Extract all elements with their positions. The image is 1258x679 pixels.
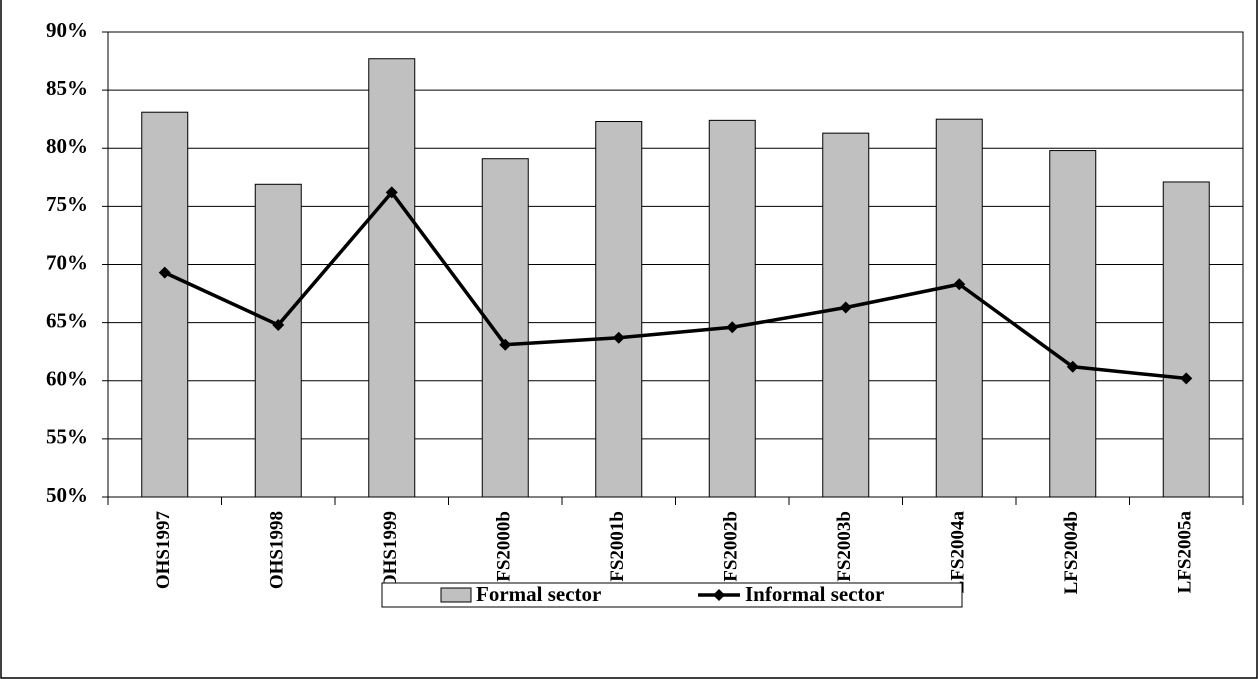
y-tick-label: 70% <box>46 250 88 274</box>
point-marker <box>499 338 512 351</box>
x-tick-label: OHS1997 <box>153 511 174 590</box>
legend-label: Formal sector <box>476 582 601 606</box>
y-tick-label: 55% <box>46 425 88 449</box>
point-marker <box>1066 360 1079 373</box>
bar <box>935 118 983 498</box>
x-tick-label: OHS1999 <box>380 511 401 589</box>
point-marker <box>839 301 852 314</box>
point-marker <box>272 318 285 331</box>
bar <box>822 132 870 498</box>
point-marker <box>158 266 171 279</box>
x-tick-label: OHS1998 <box>267 511 288 589</box>
bar <box>708 119 756 498</box>
x-tick-label: LFS2003b <box>834 511 855 594</box>
point-marker <box>1180 372 1193 385</box>
x-tick-label: LFS2005a <box>1175 511 1196 594</box>
legend: Formal sector Informal sector <box>381 582 963 608</box>
y-tick-label: 85% <box>46 76 88 100</box>
y-tick-label: 50% <box>46 483 88 507</box>
x-tick-label: LFS2002b <box>721 511 742 594</box>
point-marker <box>726 321 739 334</box>
point-marker <box>612 331 625 344</box>
y-tick-label: 90% <box>46 18 88 42</box>
x-tick-label: LFS2001b <box>607 511 628 594</box>
bar <box>1162 181 1210 498</box>
bar <box>141 111 189 498</box>
bar <box>481 158 529 498</box>
bar <box>254 183 302 498</box>
x-tick-label: LFS2000b <box>494 511 515 594</box>
bar <box>1049 150 1097 498</box>
y-tick-label: 65% <box>46 308 88 332</box>
y-tick-label: 60% <box>46 367 88 391</box>
legend-marker <box>713 589 725 601</box>
x-tick-label: LFS2004a <box>948 511 969 594</box>
y-tick-label: 75% <box>46 192 88 216</box>
legend-box <box>381 582 963 608</box>
bar <box>595 121 643 498</box>
y-tick-label: 80% <box>46 134 88 158</box>
point-marker <box>953 278 966 291</box>
line <box>164 190 1187 381</box>
bar <box>368 58 416 498</box>
legend-label: Informal sector <box>745 582 884 606</box>
x-tick-label: LFS2004b <box>1061 511 1082 594</box>
legend-swatch <box>440 587 472 603</box>
point-marker <box>385 186 398 199</box>
